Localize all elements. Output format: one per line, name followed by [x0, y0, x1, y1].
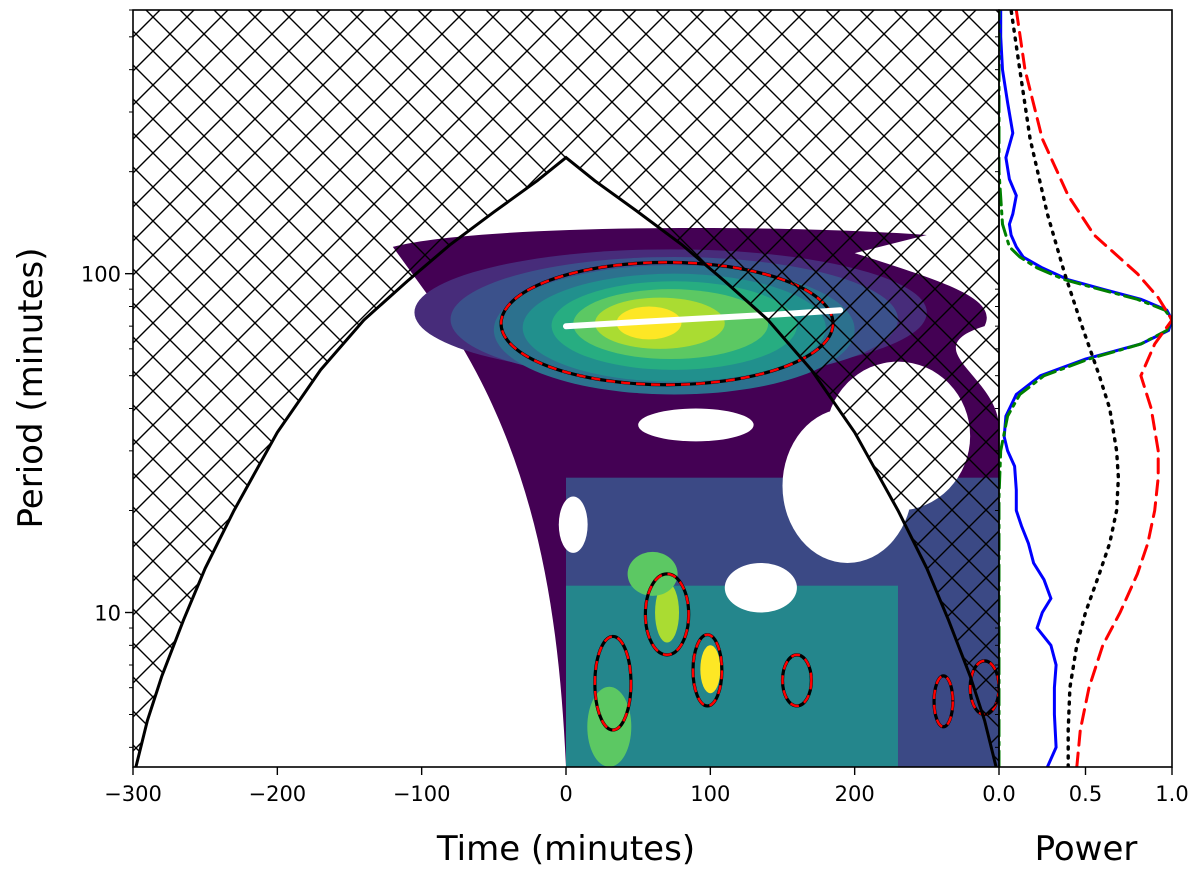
power-spot-4 [627, 551, 678, 596]
coi-line [134, 155, 998, 767]
power-tick-label: 0.5 [1069, 782, 1102, 806]
wavelet-power-panel: −300 −200 −100 0 100 200 10 100 Time (minutes)… [11, 9, 1000, 869]
global-spectrum-series-3 [1009, 10, 1121, 767]
significance-contour-red-3 [593, 635, 633, 732]
x-tick-label: −300 [104, 782, 162, 806]
power-spot-1 [587, 686, 632, 767]
x-tick-label: 0 [559, 782, 572, 806]
coi-hatch [133, 10, 999, 767]
y-tick-label: 100 [81, 263, 121, 287]
x-tick-label: −100 [393, 782, 451, 806]
x-tick-label: 200 [835, 782, 875, 806]
global-spectrum-series-1 [999, 10, 1172, 767]
global-spectrum-series-2 [999, 10, 1172, 767]
significance-contour-red-2 [644, 572, 690, 657]
significance-contour-red-4 [691, 633, 724, 708]
y-tick-label: 10 [94, 602, 121, 626]
y-axis-title: Period (minutes) [11, 248, 51, 529]
y-axis-ticks: 10 100 [81, 9, 999, 748]
x-tick-label: −200 [248, 782, 306, 806]
x-axis-title: Time (minutes) [436, 829, 695, 869]
global-spectrum-lines [999, 10, 1172, 767]
significance-contour-red-5 [781, 653, 813, 708]
low-power-gap-5 [558, 496, 588, 553]
power-spot-2 [655, 582, 680, 643]
global-power-panel: 0.0 0.5 1.0 Power [982, 9, 1189, 869]
power-tick-label: 1.0 [1155, 782, 1188, 806]
power-spot-3 [700, 645, 721, 694]
low-power-gap-1 [638, 408, 754, 442]
x-axis-ticks: −300 −200 −100 0 100 200 [104, 767, 875, 806]
x-tick-label: 100 [690, 782, 730, 806]
global-spectrum-series-4 [1014, 10, 1172, 767]
power-axis-ticks: 0.0 0.5 1.0 [982, 767, 1189, 806]
power-axis-title: Power [1035, 829, 1138, 869]
power-tick-label: 0.0 [982, 782, 1015, 806]
low-power-gap-4 [724, 562, 797, 613]
cone-of-influence [133, 10, 999, 767]
significance-contour-red-6 [932, 674, 955, 728]
